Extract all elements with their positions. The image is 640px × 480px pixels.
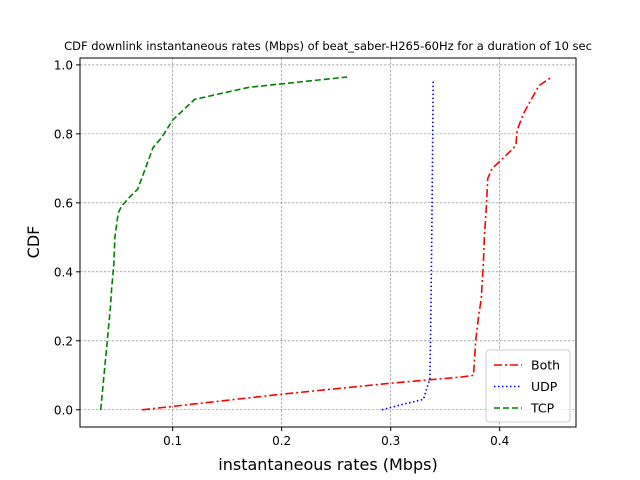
legend: Both UDP TCP: [485, 349, 571, 423]
series-line-udp: [381, 80, 434, 411]
y-tick-label: 0.0: [54, 403, 73, 417]
x-axis-label: instantaneous rates (Mbps): [218, 455, 437, 474]
legend-label-tcp: TCP: [530, 401, 555, 416]
y-tick-label: 0.8: [54, 127, 73, 141]
y-axis-label: CDF: [24, 226, 43, 259]
y-tick-label: 0.6: [54, 196, 73, 210]
y-tick-label: 0.2: [54, 334, 73, 348]
x-tick-label: 0.3: [381, 434, 400, 448]
series-line-tcp: [99, 76, 348, 410]
series-lines: [99, 76, 553, 411]
legend-box: [485, 349, 571, 423]
chart-title: CDF downlink instantaneous rates (Mbps) …: [64, 39, 592, 53]
x-tick-label: 0.2: [272, 434, 291, 448]
plot-frame: [79, 57, 577, 428]
series-line-both: [142, 76, 553, 411]
x-tick-label: 0.1: [163, 434, 182, 448]
y-tick-label: 1.0: [54, 58, 73, 72]
y-tick-label: 0.4: [54, 265, 73, 279]
legend-label-both: Both: [531, 358, 560, 373]
x-axis-ticks: 0.1 0.2 0.3 0.4: [163, 427, 509, 448]
x-tick-label: 0.4: [490, 434, 509, 448]
legend-label-udp: UDP: [531, 379, 558, 394]
y-axis-ticks: 0.0 0.2 0.4 0.6 0.8 1.0: [54, 58, 80, 417]
